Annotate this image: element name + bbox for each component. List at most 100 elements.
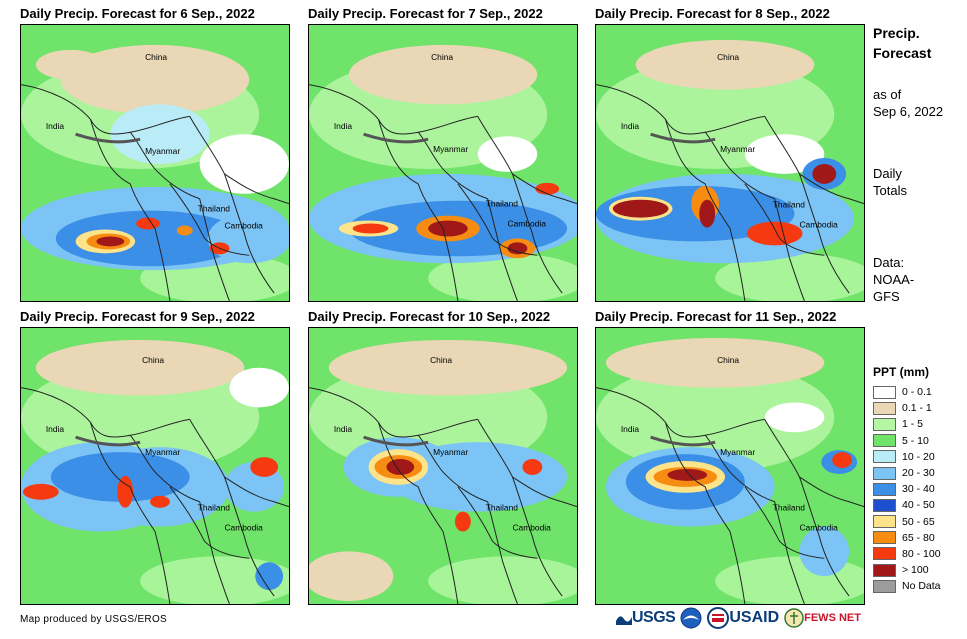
precip-area [744, 134, 825, 174]
precip-area [812, 163, 837, 184]
panel-title: Daily Precip. Forecast for 8 Sep., 2022 [595, 6, 830, 21]
terrain-mask [363, 435, 429, 447]
legend-item: 0.1 - 1 [873, 400, 941, 416]
country-boundary [129, 434, 200, 503]
precip-map: China India Myanmar Thailand Cambodia [308, 327, 578, 605]
place-label-myanmar: Myanmar [433, 144, 468, 154]
country-boundary [21, 387, 190, 438]
country-boundary [512, 476, 577, 508]
place-label-india: India [46, 424, 65, 434]
precip-area [507, 242, 528, 255]
country-boundary [512, 173, 577, 205]
precip-area [535, 182, 560, 195]
country-boundary [665, 119, 746, 301]
country-boundary [799, 476, 864, 508]
country-boundary [309, 387, 478, 438]
place-label-india: India [621, 121, 640, 131]
legend-swatch [873, 466, 896, 480]
terrain-mask [363, 132, 429, 144]
fewsnet-logo: FEWS NET [784, 608, 861, 628]
precip-area [699, 199, 716, 228]
place-label-myanmar: Myanmar [433, 447, 468, 457]
country-boundary [477, 116, 563, 294]
data-line3: GFS [873, 289, 900, 304]
precip-area [136, 217, 160, 230]
legend-label: 20 - 30 [902, 467, 935, 480]
country-boundary [378, 422, 459, 604]
legend-item: 0 - 0.1 [873, 384, 941, 400]
legend-item: 65 - 80 [873, 530, 941, 546]
precip-area [605, 337, 825, 388]
asof-line2: Sep 6, 2022 [873, 104, 944, 119]
country-boundary [457, 183, 538, 256]
fewsnet-logo-text: FEWS NET [804, 612, 861, 624]
legend-label: No Data [902, 580, 941, 593]
precip-map: China India Myanmar Thailand Cambodia [595, 327, 865, 605]
precip-area [96, 236, 125, 247]
legend-item: 10 - 20 [873, 449, 941, 465]
precip-map-image: China India Myanmar Thailand Cambodia [309, 25, 577, 301]
country-boundary [774, 198, 805, 301]
usgs-wave-icon [616, 616, 632, 625]
precip-area [35, 339, 245, 396]
usaid-logo-text: USAID [729, 609, 780, 626]
precip-area [117, 475, 134, 508]
country-boundary [477, 419, 563, 597]
country-boundary [224, 173, 289, 205]
place-label-china: China [717, 52, 739, 62]
precip-area [229, 367, 289, 408]
legend-swatch [873, 563, 896, 577]
country-boundary [224, 476, 289, 508]
legend-item: 1 - 5 [873, 416, 941, 432]
fewsnet-emblem-icon [784, 608, 804, 628]
data-line1: Data: [873, 255, 905, 270]
legend-item: 40 - 50 [873, 497, 941, 513]
place-label-india: India [334, 424, 353, 434]
terrain-mask [650, 132, 716, 144]
precip-area [635, 39, 815, 90]
precip-area [522, 459, 543, 475]
precip-area [309, 551, 394, 601]
country-boundary [378, 119, 459, 301]
precip-area [477, 136, 538, 172]
legend-label: 30 - 40 [902, 483, 935, 496]
credit-text: Map produced by USGS/EROS [20, 614, 168, 625]
precip-area [386, 459, 415, 475]
precip-map-image: China India Myanmar Thailand Cambodia [596, 25, 864, 301]
legend-label: 1 - 5 [902, 418, 924, 431]
place-label-cambodia: Cambodia [224, 221, 263, 231]
legend-item: 30 - 40 [873, 481, 941, 497]
legend-item: > 100 [873, 562, 941, 578]
panel-title: Daily Precip. Forecast for 6 Sep., 2022 [20, 6, 255, 21]
legend-label: 65 - 80 [902, 531, 935, 544]
place-label-cambodia: Cambodia [799, 220, 838, 230]
country-boundary [169, 183, 250, 256]
place-label-thailand: Thailand [198, 503, 231, 513]
legend-label: 80 - 100 [902, 547, 941, 560]
place-label-india: India [334, 121, 353, 131]
precip-area [199, 134, 289, 194]
precip-map-image: China India Myanmar Thailand Cambodia [596, 328, 864, 604]
precip-map: China India Myanmar Thailand Cambodia [20, 327, 290, 605]
totals-line1: Daily [873, 166, 902, 181]
terrain-mask [75, 132, 141, 144]
place-label-china: China [145, 52, 167, 62]
panel-title: Daily Precip. Forecast for 11 Sep., 2022 [595, 309, 837, 324]
precip-area [612, 199, 669, 218]
country-boundary [596, 387, 765, 438]
terrain-mask [650, 435, 716, 447]
legend-swatch [873, 515, 896, 529]
place-label-thailand: Thailand [773, 503, 806, 513]
legend-label: 10 - 20 [902, 450, 935, 463]
country-boundary [90, 422, 171, 604]
place-label-thailand: Thailand [198, 204, 231, 214]
legend-swatch [873, 531, 896, 545]
country-boundary [487, 198, 518, 301]
precip-map-image: China India Myanmar Thailand Cambodia [21, 328, 289, 604]
country-boundary [764, 116, 850, 294]
country-boundary [90, 119, 171, 301]
usaid-logo: USAID [707, 607, 779, 629]
country-boundary [704, 131, 775, 200]
panel-title: Daily Precip. Forecast for 10 Sep., 2022 [308, 309, 551, 324]
legend-item: 50 - 65 [873, 514, 941, 530]
